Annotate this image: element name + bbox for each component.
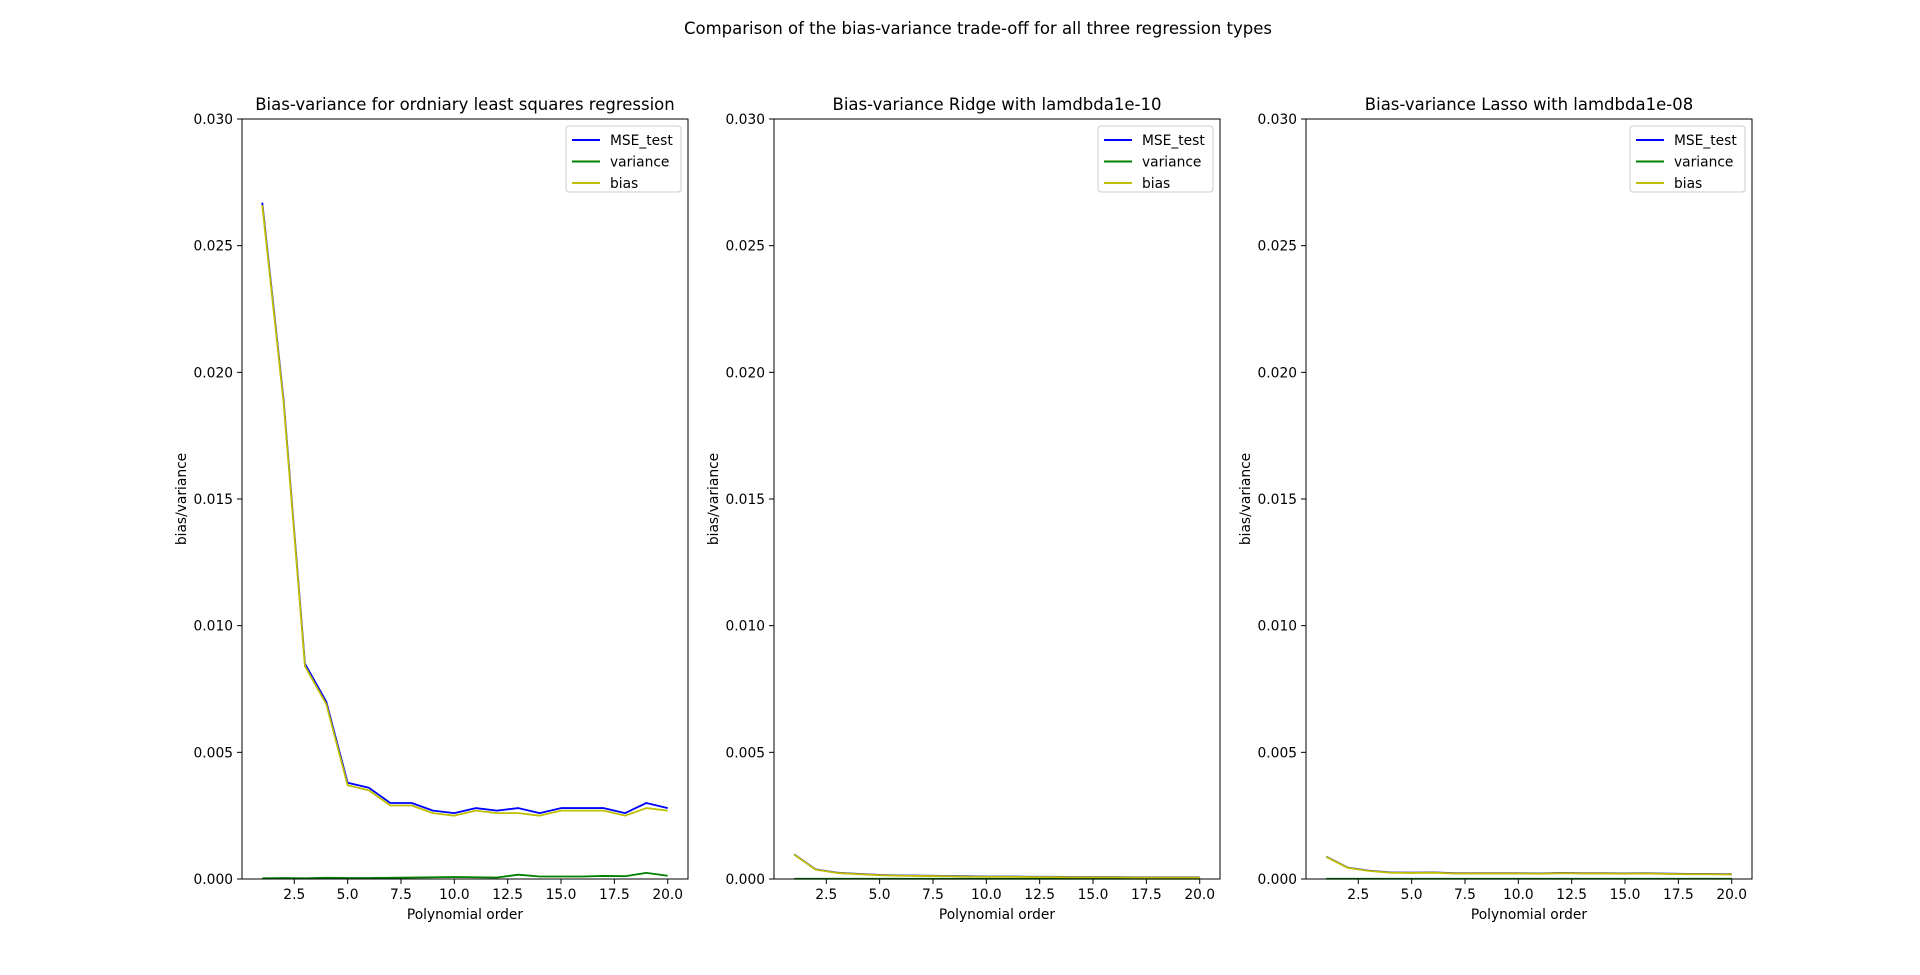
legend: MSE_test variance bias — [1629, 125, 1746, 193]
y-tick-label: 0.005 — [1258, 745, 1298, 761]
legend-label: MSE_test — [610, 133, 673, 149]
subplot-panels: Bias-variance for ordniary least squares… — [174, 95, 1753, 923]
legend-label: MSE_test — [1674, 133, 1737, 149]
x-tick-label: 20.0 — [652, 887, 683, 903]
plot-frame — [241, 118, 689, 880]
legend-label: variance — [610, 155, 669, 171]
subplot-title: Bias-variance Lasso with lamdbda1e-08 — [1365, 95, 1693, 114]
plot-frame — [773, 118, 1221, 880]
y-axis-label: bias/variance — [706, 453, 722, 545]
legend-label: bias — [1142, 176, 1170, 192]
legend-box — [1629, 125, 1746, 193]
y-tick-label: 0.015 — [1258, 492, 1298, 508]
x-tick-label: 7.5 — [922, 887, 944, 903]
x-tick-label: 12.5 — [1024, 887, 1055, 903]
x-tick-label: 20.0 — [1716, 887, 1747, 903]
y-axis-label: bias/variance — [1238, 453, 1254, 545]
y-tick-label: 0.020 — [726, 365, 766, 381]
y-tick-label: 0.000 — [194, 872, 234, 888]
legend-box — [565, 125, 682, 193]
series-line-bias — [793, 853, 1200, 879]
series-line-mse-test — [261, 202, 668, 815]
y-tick-label: 0.010 — [194, 619, 234, 635]
figure-title: Comparison of the bias-variance trade-of… — [684, 19, 1272, 38]
x-tick-label: 5.0 — [337, 887, 359, 903]
y-tick-label: 0.015 — [726, 492, 766, 508]
x-tick-label: 15.0 — [1078, 887, 1109, 903]
y-tick-label: 0.015 — [194, 492, 234, 508]
y-tick-label: 0.025 — [194, 239, 234, 255]
x-tick-label: 12.5 — [492, 887, 523, 903]
y-tick-label: 0.000 — [1258, 872, 1298, 888]
y-tick-label: 0.030 — [726, 112, 766, 128]
x-axis-label: Polynomial order — [939, 907, 1056, 923]
subplot-title: Bias-variance for ordniary least squares… — [255, 95, 675, 114]
legend-label: bias — [1674, 176, 1702, 192]
legend: MSE_test variance bias — [565, 125, 682, 193]
y-tick-label: 0.030 — [1258, 112, 1298, 128]
x-tick-label: 7.5 — [390, 887, 412, 903]
y-tick-label: 0.005 — [726, 745, 766, 761]
x-axis-label: Polynomial order — [407, 907, 524, 923]
y-tick-label: 0.010 — [726, 619, 766, 635]
x-tick-label: 5.0 — [1401, 887, 1423, 903]
legend-label: bias — [610, 176, 638, 192]
x-tick-label: 15.0 — [1610, 887, 1641, 903]
subplot-title: Bias-variance Ridge with lamdbda1e-10 — [833, 95, 1162, 114]
series-line-bias — [261, 205, 668, 817]
subplot-3: Bias-variance Lasso with lamdbda1e-08 Pol… — [1238, 95, 1753, 923]
subplot-1: Bias-variance for ordniary least squares… — [174, 95, 689, 923]
x-tick-label: 20.0 — [1184, 887, 1215, 903]
x-tick-label: 12.5 — [1556, 887, 1587, 903]
x-tick-label: 2.5 — [1347, 887, 1369, 903]
y-tick-label: 0.005 — [194, 745, 234, 761]
x-tick-label: 17.5 — [1663, 887, 1694, 903]
y-axis-label: bias/variance — [174, 453, 190, 545]
x-tick-label: 7.5 — [1454, 887, 1476, 903]
legend-label: variance — [1142, 155, 1201, 171]
y-tick-label: 0.025 — [726, 239, 766, 255]
y-tick-label: 0.025 — [1258, 239, 1298, 255]
y-tick-label: 0.020 — [1258, 365, 1298, 381]
x-tick-label: 5.0 — [869, 887, 891, 903]
y-tick-label: 0.010 — [1258, 619, 1298, 635]
series-line-bias — [1325, 856, 1732, 876]
x-tick-label: 10.0 — [971, 887, 1002, 903]
x-tick-label: 15.0 — [546, 887, 577, 903]
legend: MSE_test variance bias — [1097, 125, 1214, 193]
y-tick-label: 0.020 — [194, 365, 234, 381]
x-tick-label: 2.5 — [815, 887, 837, 903]
x-axis-label: Polynomial order — [1471, 907, 1588, 923]
x-tick-label: 10.0 — [439, 887, 470, 903]
y-tick-label: 0.030 — [194, 112, 234, 128]
x-tick-label: 17.5 — [1131, 887, 1162, 903]
y-tick-label: 0.000 — [726, 872, 766, 888]
legend-label: MSE_test — [1142, 133, 1205, 149]
subplot-2: Bias-variance Ridge with lamdbda1e-10 Pol… — [706, 95, 1221, 923]
x-tick-label: 10.0 — [1503, 887, 1534, 903]
legend-label: variance — [1674, 155, 1733, 171]
x-tick-label: 17.5 — [599, 887, 630, 903]
x-tick-label: 2.5 — [283, 887, 305, 903]
series-line-variance — [262, 872, 668, 880]
legend-box — [1097, 125, 1214, 193]
plot-frame — [1305, 118, 1753, 880]
